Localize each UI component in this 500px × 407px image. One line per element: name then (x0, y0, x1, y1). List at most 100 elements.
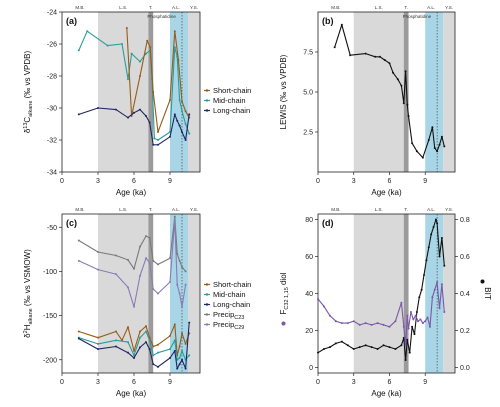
panel-a-series-point (146, 39, 149, 42)
panel-c-legend-label: PrecipC23 (213, 310, 244, 321)
panel-d-zone-ys: Y.S. (445, 207, 453, 212)
panel-d-series-point (346, 344, 349, 347)
panel-a-x-tick-label: 3 (96, 178, 100, 185)
panel-a-legend-marker (205, 109, 209, 112)
panel-c-label: (c) (66, 218, 77, 228)
panel-d-series-point (317, 298, 319, 301)
panel-d-series-point (417, 320, 420, 323)
panel-a-series-point (145, 115, 147, 117)
panel-c-series-point (145, 257, 147, 260)
panel-a-y-axis-title-part: 13 (23, 123, 29, 129)
panel-b-x-tick-label: 0 (316, 178, 320, 185)
panel-d-y2-axis-title: BIT (483, 287, 492, 300)
panel-c-series-point (181, 358, 183, 361)
panel-a-zone-phase: Phosphatidine (147, 14, 176, 19)
panel-c-series-point (152, 259, 155, 262)
panel-d-series-point (411, 325, 414, 328)
panel-a-zone-al: A.L. (172, 5, 180, 10)
panel-c-t-zone (148, 214, 154, 373)
panel-b-series-point (431, 126, 434, 129)
panel-d-series-point (370, 346, 373, 349)
panel-c-series-point (139, 245, 141, 248)
panel-a-zone-ls: L.S. (119, 5, 127, 10)
panel-b-series-point (340, 23, 343, 26)
panel-c-series-point (173, 349, 176, 352)
panel-c-series-point (133, 267, 135, 270)
panel-c-series-point (127, 351, 129, 354)
panel-a-t-zone (148, 12, 154, 172)
panel-a-y-tick-label: -26 (47, 42, 57, 49)
panel-b-series-point (402, 102, 405, 105)
panel-a-series-point (121, 43, 123, 45)
panel-d-x-tick-label: 6 (388, 379, 392, 386)
panel-a-series-point (149, 46, 152, 49)
panel-c-series-point (152, 354, 155, 357)
panel-c-series-point (97, 348, 99, 351)
panel-b-ys-zone (443, 12, 455, 172)
panel-d-series-point (346, 322, 349, 325)
panel-c-zone-ls: L.S. (119, 207, 127, 212)
panel-c-series-point (157, 263, 159, 266)
panel-a-series-point (127, 78, 129, 81)
panel-a-zone-mb: M.B. (75, 5, 84, 10)
panel-c-legend-marker (205, 283, 209, 286)
panel-c-legend-label-sub: C23 (234, 315, 244, 321)
panel-d-series-point (424, 320, 427, 323)
panel-a-series-point (176, 119, 179, 122)
panel-c-series-point (97, 250, 99, 253)
panel-a-label: (a) (66, 16, 77, 26)
panel-c-zone-ys: Y.S. (190, 207, 198, 212)
panel-d-series-point (436, 222, 439, 225)
panel-a-series-point (157, 131, 159, 133)
panel-d-series-point (364, 322, 367, 325)
panel-a-ys-zone (188, 12, 200, 172)
panel-c-series-point (77, 259, 80, 262)
panel-b-series-point (406, 103, 409, 106)
panel-b-series-point (411, 142, 414, 145)
panel-d-zone-al: A.L. (427, 207, 435, 212)
panel-d-series-point (421, 322, 424, 325)
panel-c-zone-al: A.L. (172, 207, 180, 212)
panel-c-series-point (176, 283, 179, 286)
panel-c-y-tick-label: -50 (47, 225, 57, 232)
panel-c-series-point (133, 349, 135, 352)
panel-c-series-point (115, 339, 117, 342)
panel-b-series-point (333, 46, 336, 49)
panel-a-zone-ys: Y.S. (190, 5, 198, 10)
panel-a-series-point (181, 100, 183, 103)
panel-d-y-axis-title-part: diol (279, 272, 288, 287)
panel-d-series-point (352, 347, 355, 350)
panel-a-series-point (173, 46, 176, 49)
panel-d-y-tick-label: 80 (305, 217, 313, 224)
panel-b-y-axis-title: LEWIS (‰ vs VPDB) (279, 54, 288, 129)
panel-c-series-point (178, 259, 181, 262)
panel-d-series-point (432, 225, 435, 228)
panel-d-series-point (433, 288, 436, 291)
panel-d-series-point (400, 344, 403, 347)
panel-d-series-point (340, 322, 343, 325)
panel-a-series-point (97, 107, 99, 109)
panel-c-legend-label-sub: C29 (234, 325, 244, 331)
panel-a-frame (61, 11, 201, 173)
panel-b-y-tick-label: 5.0 (303, 90, 313, 97)
panel-d-y-axis-title-part: F (279, 309, 288, 314)
panel-c-series-point (181, 332, 183, 335)
panel-c-legend-label-main: Precip (213, 310, 234, 319)
panel-d-series-point (382, 323, 385, 326)
panel-c-series-point (176, 252, 179, 255)
panel-d-series-point (322, 347, 325, 350)
panel-c-y-tick-label: -100 (43, 269, 57, 276)
panel-d-series-point (418, 296, 421, 299)
panel-d-al-zone (425, 214, 444, 373)
panel-a-y-tick-label: -30 (47, 106, 57, 113)
panel-c-series-point (133, 305, 135, 308)
panel-d-series-point (440, 237, 443, 240)
panel-a-series-point (139, 75, 141, 77)
panel-c-series-point (145, 325, 147, 328)
panel-b-series-point (388, 62, 391, 65)
panel-d-series-point (438, 307, 441, 310)
panel-d-series-line (317, 218, 445, 361)
panel-d-y-tick-label: 40 (305, 291, 313, 298)
panel-c-legend-label: Mid-chain (213, 290, 246, 299)
